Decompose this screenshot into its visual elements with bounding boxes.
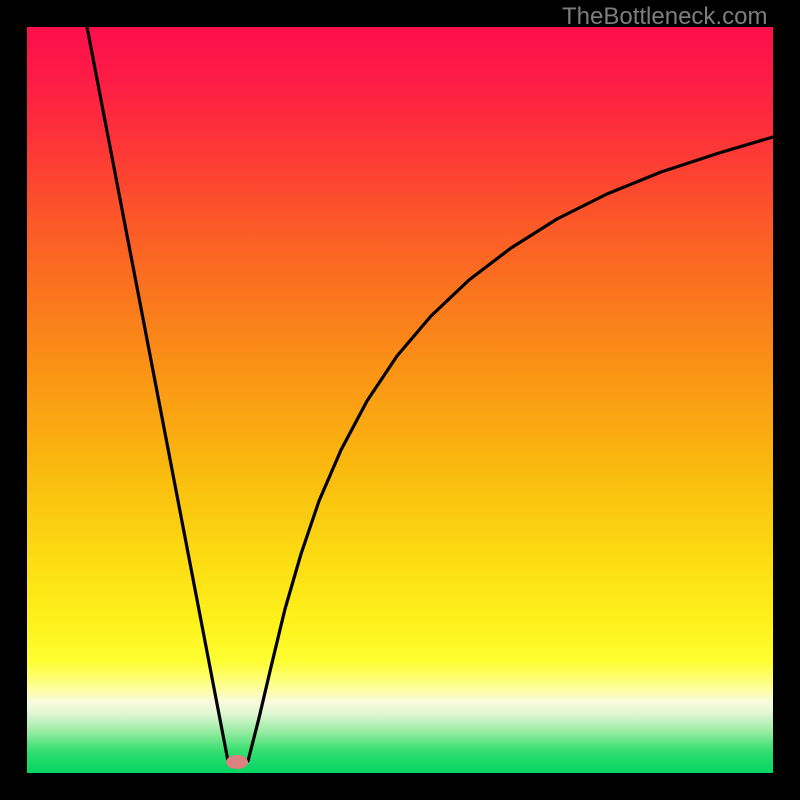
plot-area [27, 27, 773, 773]
bottleneck-curve [27, 27, 773, 773]
optimum-marker [226, 755, 248, 769]
watermark-text: TheBottleneck.com [562, 3, 767, 31]
